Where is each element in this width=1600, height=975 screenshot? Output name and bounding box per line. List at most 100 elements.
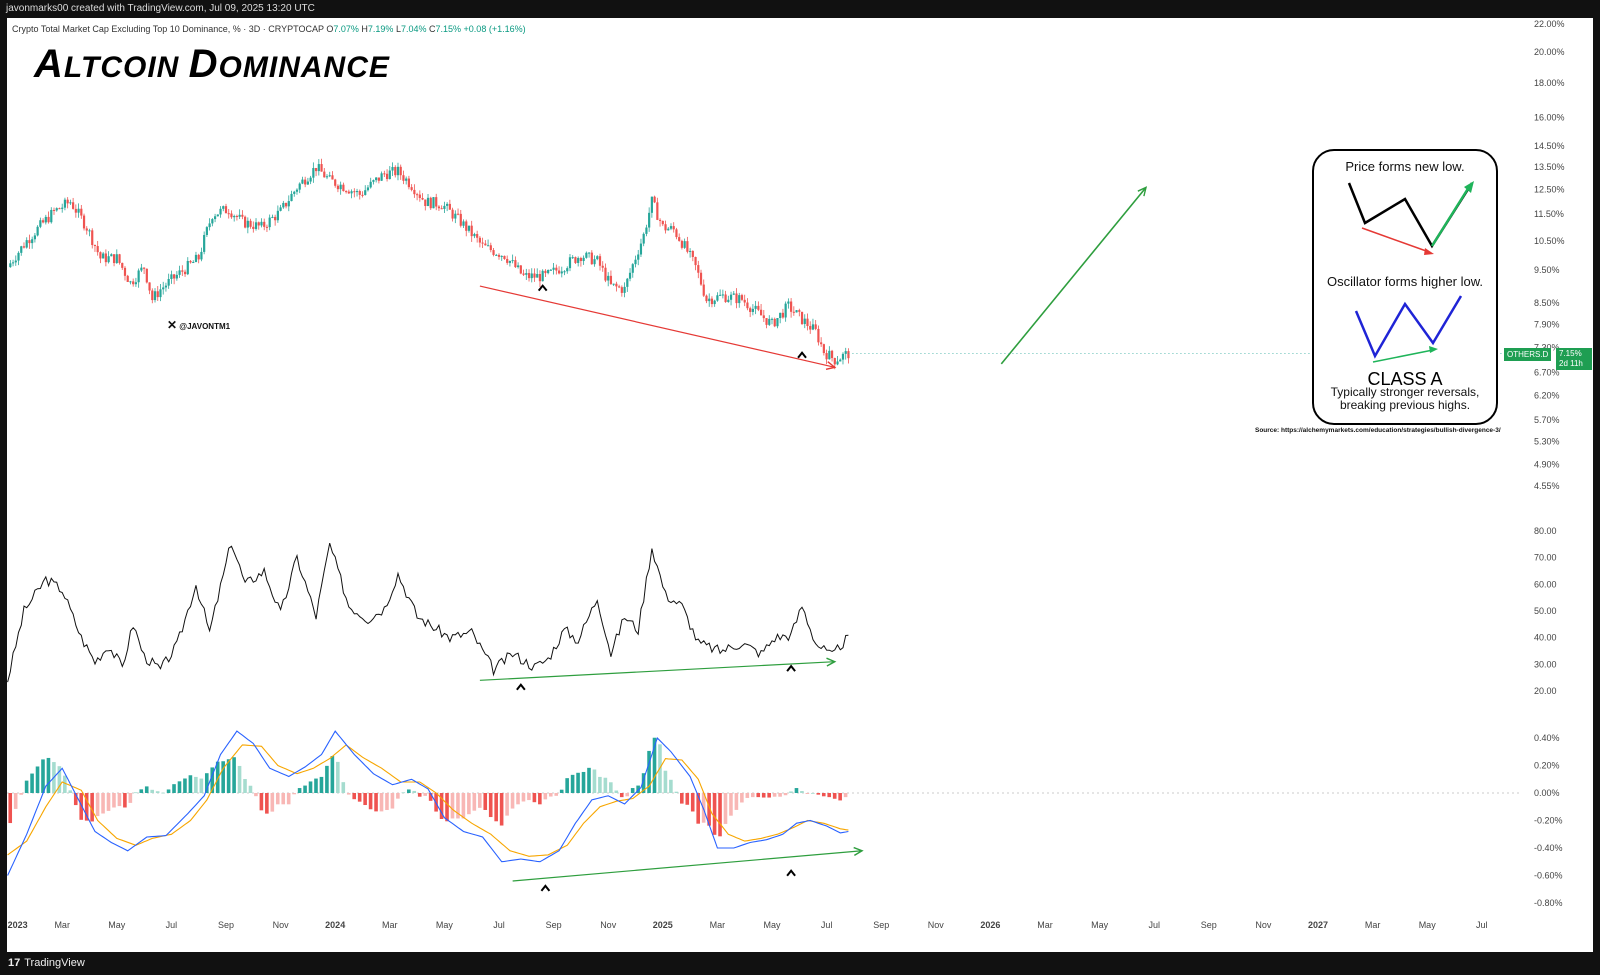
candle-body — [189, 260, 192, 263]
candle-body — [244, 216, 247, 228]
macd-bar — [79, 793, 84, 820]
macd-bar — [172, 784, 176, 793]
candle-body — [757, 305, 760, 310]
candle-body — [254, 222, 258, 229]
candle-body — [290, 193, 293, 202]
candle-body — [579, 258, 582, 262]
macd-bar — [576, 772, 580, 793]
tradingview-brand[interactable]: TradingView — [24, 957, 85, 969]
macd-bar — [254, 793, 258, 797]
symbol-legend: Crypto Total Market Cap Excluding Top 10… — [12, 24, 526, 34]
macd-bar — [461, 793, 466, 819]
candle-body — [107, 256, 110, 263]
candle-body — [459, 213, 462, 226]
candle-body — [481, 242, 484, 244]
macd-bar — [838, 793, 842, 801]
candle-body — [205, 227, 208, 235]
macd-bar — [696, 793, 700, 824]
rsi-y-tick-label: 20.00 — [1534, 686, 1557, 696]
candle-body — [183, 271, 187, 275]
macd-bar — [57, 766, 62, 793]
candle-body — [385, 173, 389, 180]
candle-body — [503, 255, 506, 259]
candle-body — [620, 287, 623, 293]
price-caret-marker — [537, 284, 548, 292]
macd-bar — [183, 778, 187, 793]
candle-body — [287, 201, 290, 207]
candle-body — [547, 269, 550, 274]
candle-body — [55, 208, 58, 211]
macd-y-tick-label: -0.20% — [1534, 816, 1563, 826]
attribution: javonmarks00 created with TradingView.co… — [6, 3, 315, 14]
card-red-arrow — [1361, 227, 1430, 253]
macd-bar — [363, 793, 367, 806]
symbol-name[interactable]: Crypto Total Market Cap Excluding Top 10… — [12, 24, 324, 34]
candle-body — [691, 250, 694, 257]
candle-body — [203, 234, 206, 252]
candle-body — [710, 298, 714, 305]
candle-body — [265, 226, 269, 228]
price-arrowhead — [1137, 186, 1148, 197]
chart-area[interactable]: 22.00% 20.00% 18.00% 16.00% 14.50% 13.50% 12.5… — [7, 18, 1593, 952]
macd-bar — [712, 793, 717, 835]
candle-body — [517, 265, 520, 268]
macd-y-tick-label: 0.40% — [1534, 733, 1560, 743]
x-tick-label: Mar — [710, 920, 726, 930]
macd-bar — [467, 793, 471, 815]
candle-body — [743, 299, 746, 303]
macd-bar — [330, 756, 335, 793]
candle-body — [339, 184, 342, 190]
x-handle-watermark: ✕ @JAVONTM1 — [167, 318, 230, 332]
candle-body — [555, 267, 558, 271]
price-trendline — [479, 285, 835, 368]
macd-bar — [292, 793, 296, 795]
macd-bar — [13, 793, 18, 809]
x-tick-label: May — [1091, 920, 1109, 930]
candle-body — [377, 177, 380, 181]
candle-body — [151, 290, 154, 301]
candle-body — [33, 235, 36, 240]
candle-body — [577, 258, 580, 263]
candle-body — [536, 274, 539, 278]
price-y-tick-label: 8.50% — [1534, 298, 1560, 308]
macd-bar — [357, 793, 362, 802]
macd-bar — [368, 793, 373, 810]
chart-svg[interactable]: 22.00% 20.00% 18.00% 16.00% 14.50% 13.50% 12.5… — [7, 18, 1593, 952]
macd-y-tick-label: -0.40% — [1534, 843, 1563, 853]
macd-bar — [494, 793, 498, 822]
macd-bar — [63, 775, 67, 793]
x-tick-label: Jul — [1476, 920, 1488, 930]
candle-body — [446, 203, 449, 206]
x-tick-label: Nov — [600, 920, 617, 930]
candle-body — [601, 265, 604, 268]
card-desc-line2: breaking previous highs. — [1339, 398, 1471, 412]
macd-bar — [548, 793, 553, 797]
macd-bar — [232, 757, 236, 793]
candle-body — [279, 207, 282, 211]
candle-body — [405, 178, 408, 181]
macd-bar — [341, 782, 346, 793]
card-red-arrowhead — [1424, 248, 1434, 255]
macd-bar — [112, 793, 116, 808]
macd-bar — [832, 793, 837, 799]
x-tick-label: 2024 — [325, 920, 345, 930]
candle-body — [25, 240, 28, 248]
x-tick-label: Jul — [1148, 920, 1160, 930]
candle-body — [112, 254, 116, 264]
candle-body — [268, 217, 271, 228]
macd-bar — [352, 793, 357, 800]
chart-title: ALTCOIN DOMINANCE — [34, 42, 390, 87]
price-y-tick-label: 22.00% — [1534, 19, 1565, 29]
price-y-tick-label: 14.50% — [1534, 141, 1565, 151]
candle-body — [478, 237, 481, 243]
candle-body — [69, 202, 72, 204]
x-tick-label: May — [763, 920, 781, 930]
tradingview-logo-icon[interactable]: 17 — [8, 957, 21, 969]
candle-body — [336, 185, 340, 190]
card-osc-arrowhead — [1429, 346, 1438, 353]
candle-body — [724, 294, 727, 303]
candle-body — [476, 233, 479, 238]
candle-body — [623, 286, 626, 293]
candle-body — [675, 229, 678, 238]
candle-body — [238, 214, 241, 217]
